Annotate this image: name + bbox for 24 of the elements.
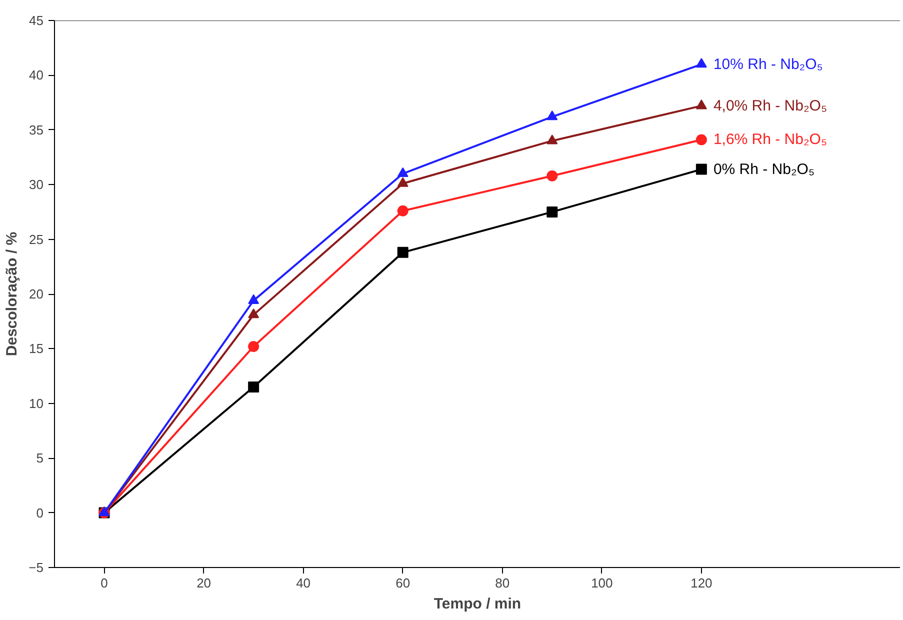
y-tick-label: 35	[29, 122, 44, 138]
series-label: 4,0% Rh - Nb₂O₅	[713, 97, 828, 114]
x-tick-label: 20	[196, 576, 212, 590]
y-axis-title: Descoloração / %	[4, 232, 21, 356]
series-label: 1,6% Rh - Nb₂O₅	[713, 131, 828, 148]
series-label: 10% Rh - Nb₂O₅	[713, 56, 823, 73]
y-tick-label: 40	[29, 68, 44, 83]
y-tick-label: 15	[29, 341, 44, 356]
y-tick-label: 5	[36, 450, 44, 466]
x-tick-label: 80	[495, 576, 510, 590]
x-tick-label: 0	[100, 576, 108, 590]
y-tick-label: 10	[29, 396, 44, 411]
x-axis-title: Tempo / min	[434, 596, 522, 612]
y-tick-label: 0	[36, 505, 44, 520]
x-tick-label: 60	[396, 576, 410, 590]
y-tick-label: 45	[29, 13, 44, 28]
series-label: 0% Rh - Nb₂O₅	[713, 160, 815, 178]
x-tick-label: 120	[690, 576, 712, 590]
y-tick-label: −5	[28, 560, 44, 575]
x-tick-label: 100	[591, 576, 613, 590]
y-tick-label: 20	[29, 286, 44, 302]
y-tick-label: 25	[29, 232, 44, 247]
y-tick-label: 30	[29, 177, 44, 192]
x-tick-label: 40	[296, 576, 311, 590]
